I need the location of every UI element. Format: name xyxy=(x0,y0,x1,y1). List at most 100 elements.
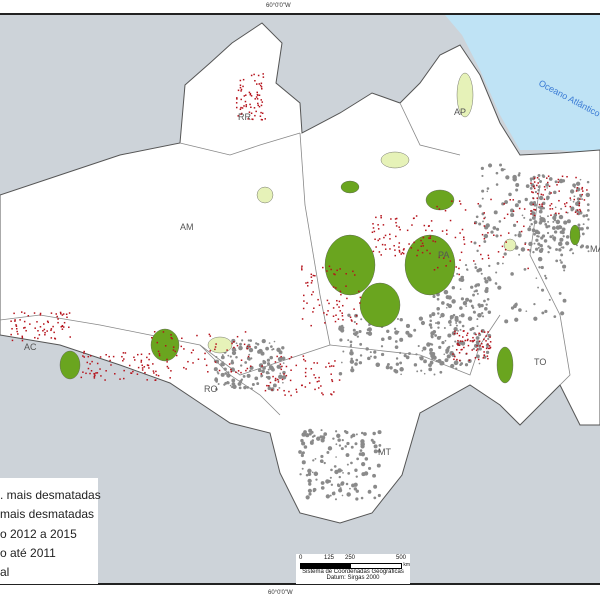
deforestation-recent-mark xyxy=(534,209,537,211)
deforestation-old-mark xyxy=(446,295,450,300)
deforestation-recent-mark xyxy=(283,389,285,392)
deforestation-recent-mark xyxy=(400,253,402,255)
deforestation-recent-mark xyxy=(324,322,326,324)
deforestation-old-mark xyxy=(576,244,578,247)
deforestation-old-mark xyxy=(450,363,455,369)
deforestation-recent-mark xyxy=(459,232,461,234)
deforestation-old-mark xyxy=(486,190,489,193)
deforestation-old-mark xyxy=(377,449,381,453)
deforestation-old-mark xyxy=(465,297,470,302)
deforestation-recent-mark xyxy=(480,342,483,345)
deforestation-old-mark xyxy=(341,438,344,442)
deforestation-old-mark xyxy=(587,250,590,253)
deforestation-old-mark xyxy=(537,206,540,209)
deforestation-old-mark xyxy=(360,444,365,449)
deforestation-old-mark xyxy=(566,219,571,224)
deforestation-recent-mark xyxy=(345,273,347,275)
deforestation-old-mark xyxy=(376,463,381,468)
deforestation-recent-mark xyxy=(69,336,71,338)
deforestation-old-mark xyxy=(385,365,390,370)
deforestation-old-mark xyxy=(230,359,234,363)
deforestation-recent-mark xyxy=(253,107,256,109)
deforestation-old-mark xyxy=(468,299,473,303)
deforestation-old-mark xyxy=(486,297,490,301)
state-label-ac: AC xyxy=(24,342,37,352)
deforestation-old-mark xyxy=(355,489,359,493)
deforestation-recent-mark xyxy=(148,358,150,361)
deforestation-recent-mark xyxy=(39,326,42,328)
deforestation-recent-mark xyxy=(312,311,314,313)
deforestation-recent-mark xyxy=(23,320,26,323)
deforestation-recent-mark xyxy=(204,352,206,355)
deforestation-recent-mark xyxy=(68,312,71,314)
deforestation-old-mark xyxy=(455,322,458,324)
deforestation-recent-mark xyxy=(466,332,469,335)
deforestation-recent-mark xyxy=(476,348,479,350)
deforestation-recent-mark xyxy=(57,318,59,320)
deforestation-recent-mark xyxy=(434,240,437,243)
deforestation-recent-mark xyxy=(581,186,584,189)
deforestation-recent-mark xyxy=(380,216,382,219)
deforestation-recent-mark xyxy=(578,204,581,207)
deforestation-recent-mark xyxy=(205,364,208,367)
deforestation-recent-mark xyxy=(14,320,16,322)
deforestation-recent-mark xyxy=(300,267,303,269)
deforestation-old-mark xyxy=(305,473,309,477)
deforestation-recent-mark xyxy=(151,336,153,339)
deforestation-recent-mark xyxy=(577,209,579,211)
deforestation-recent-mark xyxy=(89,372,91,375)
deforestation-recent-mark xyxy=(429,252,431,255)
deforestation-old-mark xyxy=(475,340,480,345)
protected-area xyxy=(404,234,456,296)
deforestation-old-mark xyxy=(394,345,399,349)
deforestation-old-mark xyxy=(500,168,505,172)
deforestation-recent-mark xyxy=(483,225,486,227)
deforestation-old-mark xyxy=(444,339,447,342)
deforestation-recent-mark xyxy=(359,296,362,299)
deforestation-recent-mark xyxy=(579,208,581,211)
deforestation-old-mark xyxy=(340,361,343,364)
deforestation-recent-mark xyxy=(331,380,334,383)
deforestation-recent-mark xyxy=(458,359,461,362)
deforestation-old-mark xyxy=(416,370,419,373)
deforestation-recent-mark xyxy=(431,229,433,232)
deforestation-recent-mark xyxy=(256,83,258,85)
deforestation-recent-mark xyxy=(336,299,338,302)
deforestation-recent-mark xyxy=(119,378,121,380)
deforestation-recent-mark xyxy=(190,351,193,354)
deforestation-recent-mark xyxy=(480,330,483,332)
deforestation-recent-mark xyxy=(314,376,317,379)
deforestation-old-mark xyxy=(370,438,374,442)
deforestation-recent-mark xyxy=(260,118,263,121)
deforestation-old-mark xyxy=(518,253,521,256)
deforestation-old-mark xyxy=(281,356,286,361)
deforestation-old-mark xyxy=(439,370,443,374)
deforestation-old-mark xyxy=(515,302,518,305)
deforestation-old-mark xyxy=(565,235,570,239)
deforestation-old-mark xyxy=(240,364,243,367)
deforestation-old-mark xyxy=(577,223,581,227)
deforestation-old-mark xyxy=(548,192,552,195)
deforestation-recent-mark xyxy=(46,320,49,323)
deforestation-old-mark xyxy=(330,468,333,472)
deforestation-old-mark xyxy=(231,350,237,356)
deforestation-old-mark xyxy=(458,277,463,282)
deforestation-old-mark xyxy=(495,234,499,238)
protected-area xyxy=(324,234,376,296)
deforestation-old-mark xyxy=(538,178,540,181)
deforestation-old-mark xyxy=(580,244,584,248)
deforestation-old-mark xyxy=(360,439,365,444)
deforestation-old-mark xyxy=(356,457,360,461)
deforestation-recent-mark xyxy=(254,114,256,117)
deforestation-recent-mark xyxy=(533,177,536,180)
deforestation-old-mark xyxy=(256,382,260,386)
deforestation-old-mark xyxy=(551,234,554,237)
deforestation-old-mark xyxy=(517,173,521,177)
deforestation-old-mark xyxy=(527,227,532,232)
deforestation-recent-mark xyxy=(255,110,257,113)
deforestation-old-mark xyxy=(336,433,341,438)
deforestation-recent-mark xyxy=(332,365,335,367)
deforestation-old-mark xyxy=(358,330,362,334)
deforestation-old-mark xyxy=(547,220,550,223)
deforestation-recent-mark xyxy=(239,86,242,89)
